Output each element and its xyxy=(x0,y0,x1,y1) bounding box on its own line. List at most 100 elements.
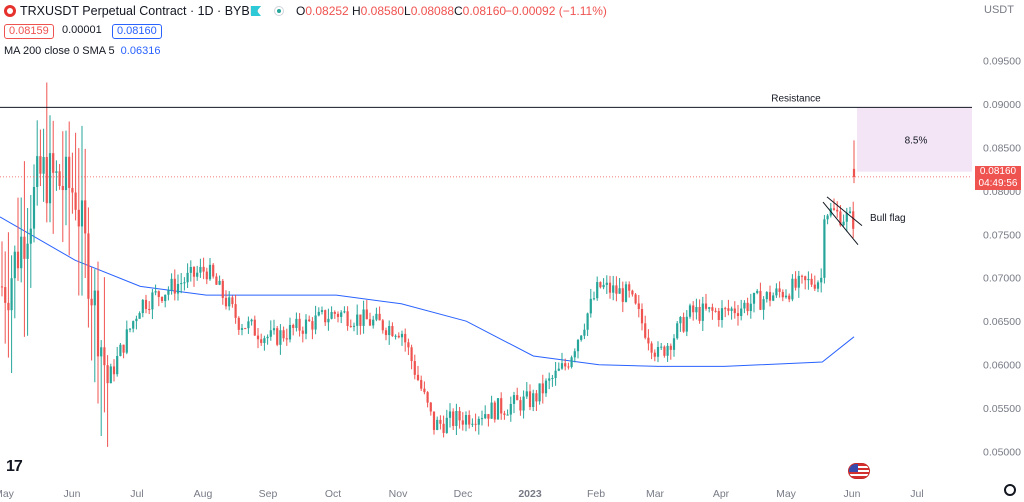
candle xyxy=(240,323,244,336)
candle-body xyxy=(103,347,106,366)
candle-body xyxy=(640,309,644,324)
candle xyxy=(61,131,64,243)
candle xyxy=(314,305,317,335)
candle xyxy=(538,383,541,405)
candle xyxy=(596,276,599,301)
ma-indicator-value: 0.06316 xyxy=(120,45,161,57)
candle xyxy=(852,140,856,184)
market-status-icon[interactable] xyxy=(274,6,284,16)
candle-body xyxy=(272,328,276,331)
candle xyxy=(484,405,487,420)
candle xyxy=(416,365,420,382)
candle-body xyxy=(637,303,640,310)
candle xyxy=(77,148,80,296)
candle-body xyxy=(157,291,160,297)
candle-body xyxy=(612,285,615,293)
candle-body xyxy=(464,415,468,425)
currency-label[interactable]: USDT xyxy=(984,4,1014,16)
candle-body xyxy=(215,276,218,285)
candle-body xyxy=(84,200,87,234)
candle xyxy=(167,286,170,301)
candle-body xyxy=(596,282,599,299)
ma-layer xyxy=(0,216,855,367)
ohlc-low: L0.08088 xyxy=(404,4,454,18)
buy-price-button[interactable]: 0.08160 xyxy=(112,24,162,39)
ohlc-close-key: C xyxy=(454,4,463,18)
y-tick-label: 0.09000 xyxy=(983,99,1021,111)
candle-body xyxy=(231,297,234,305)
live-price-countdown: 04:49:56 xyxy=(978,178,1018,189)
candle xyxy=(698,299,701,324)
candle-body xyxy=(592,298,596,300)
candle-body xyxy=(74,192,77,210)
candle xyxy=(400,330,404,346)
candle-body xyxy=(810,278,813,285)
symbol-title[interactable]: TRXUSDT Perpetual Contract · 1D · BYBIT xyxy=(20,4,261,18)
sell-price-button[interactable]: 0.08159 xyxy=(4,24,54,39)
candle-body xyxy=(308,319,311,322)
candle-body xyxy=(628,284,631,291)
candle xyxy=(551,374,554,387)
candle-body xyxy=(836,209,839,212)
candle xyxy=(7,232,10,358)
candle-body xyxy=(365,309,368,320)
candle-body xyxy=(832,208,836,210)
candle xyxy=(58,164,61,190)
candle xyxy=(660,342,663,351)
y-tick-label: 0.07500 xyxy=(983,229,1021,241)
candle xyxy=(570,355,573,369)
candle xyxy=(471,418,474,428)
candle-body xyxy=(736,313,740,316)
candle xyxy=(477,416,480,435)
candle-body xyxy=(580,335,583,340)
us-flag-icon[interactable] xyxy=(848,463,870,479)
ohlc-high: H0.08580 xyxy=(352,4,404,18)
tradingview-logo[interactable]: 17 xyxy=(6,458,23,475)
candle xyxy=(148,301,151,315)
candle-body xyxy=(660,346,663,348)
candle-body xyxy=(500,398,503,414)
candle xyxy=(445,409,448,434)
candle-body xyxy=(724,308,727,310)
candle-body xyxy=(148,308,151,310)
candle xyxy=(461,412,464,431)
candle xyxy=(775,283,778,298)
candle xyxy=(109,363,112,384)
candle-body xyxy=(106,365,109,384)
candle-body xyxy=(765,292,768,300)
candle-body xyxy=(208,264,212,280)
candle xyxy=(797,270,800,298)
candle-body xyxy=(336,313,340,317)
candle-body xyxy=(816,282,820,289)
candle-body xyxy=(196,272,199,277)
candle xyxy=(157,290,160,307)
candle-body xyxy=(10,278,13,311)
candle xyxy=(701,296,704,331)
flag-icon[interactable] xyxy=(251,6,261,16)
candle xyxy=(384,327,388,341)
candle xyxy=(733,301,736,319)
candle-body xyxy=(455,410,458,426)
candle-body xyxy=(132,321,135,329)
gear-icon[interactable] xyxy=(1004,484,1016,496)
target-zone xyxy=(857,107,972,172)
candle xyxy=(474,413,477,432)
candle-body xyxy=(813,284,816,289)
candle-body xyxy=(423,388,426,393)
candle xyxy=(810,273,813,287)
candle xyxy=(349,319,352,328)
candle xyxy=(141,299,144,318)
candle xyxy=(359,314,362,335)
candle xyxy=(650,341,653,360)
candle-body xyxy=(653,352,656,357)
ohlc-open-value: 0.08252 xyxy=(305,4,349,18)
candle xyxy=(122,344,125,359)
candle-body xyxy=(7,302,10,311)
ma-indicator-legend[interactable]: MA 200 close 0 SMA 5 0.06316 xyxy=(4,45,160,57)
candle xyxy=(208,257,212,281)
candle-body xyxy=(528,391,532,408)
candle xyxy=(119,342,122,357)
candle-body xyxy=(432,411,436,430)
